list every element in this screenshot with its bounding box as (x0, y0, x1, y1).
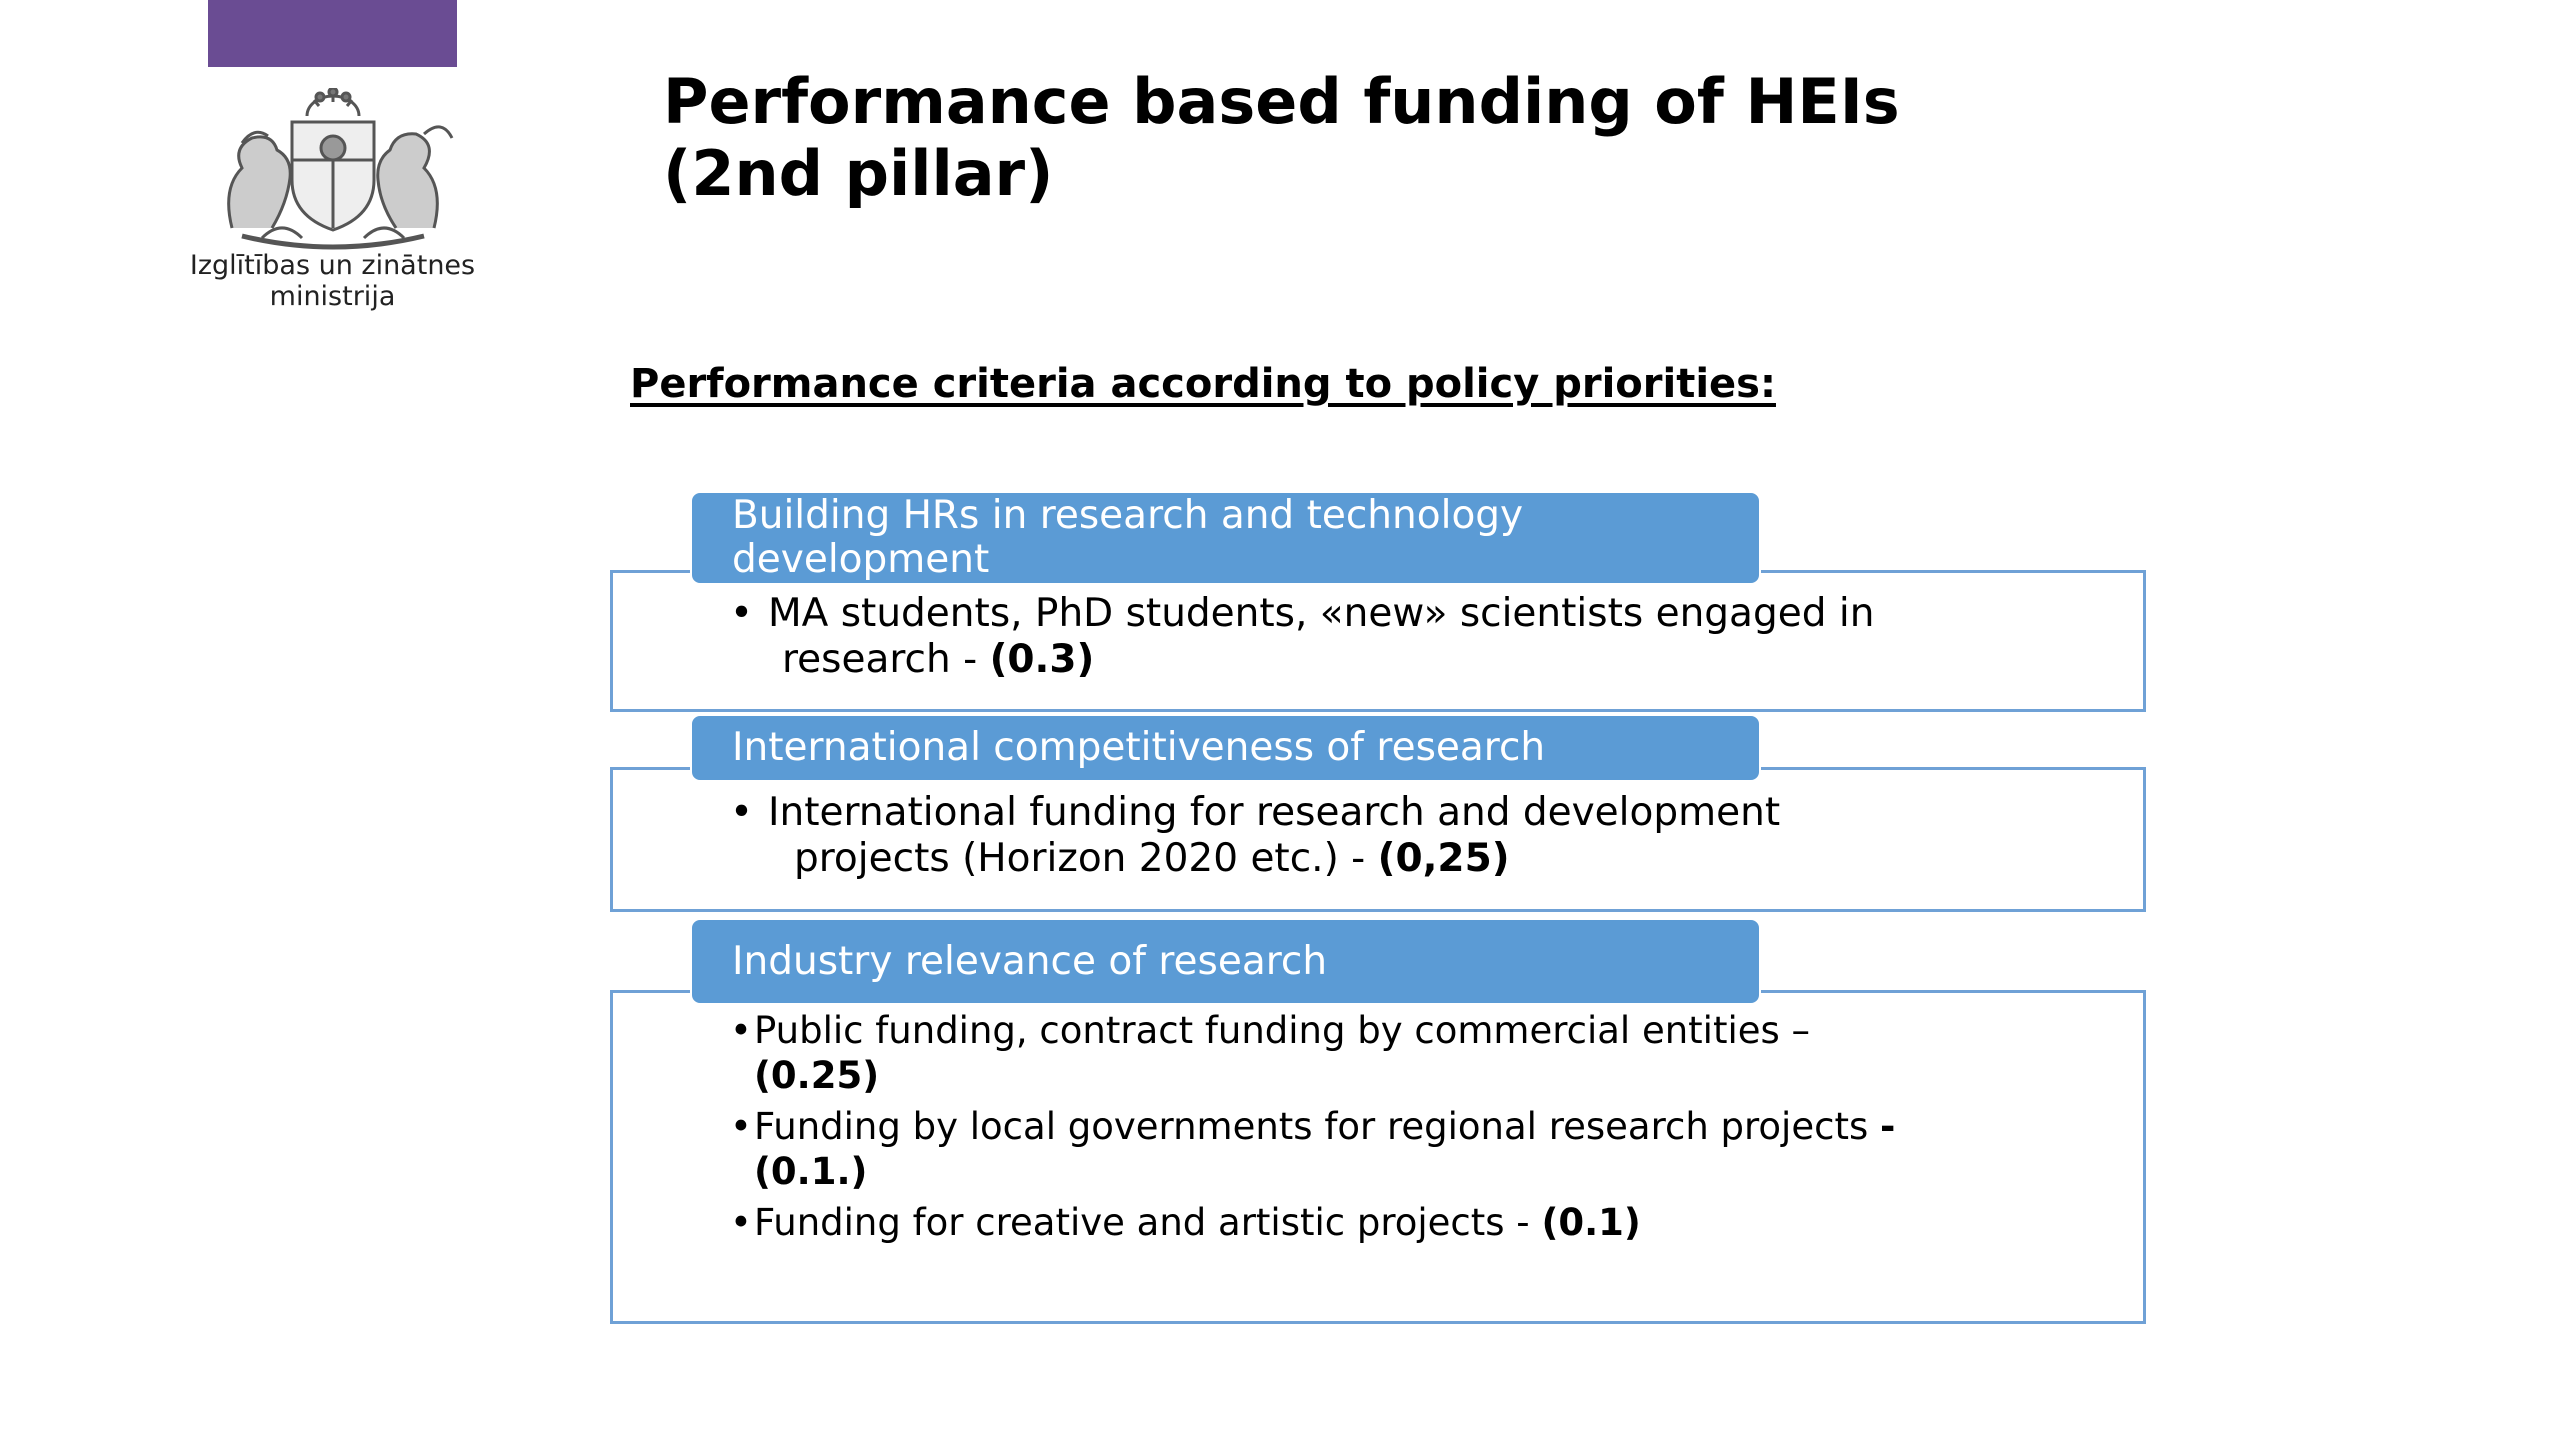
bullet: • (730, 790, 754, 835)
criterion-body-hr: • MA students, PhD students, «new» scien… (730, 591, 2110, 683)
ministry-name: Izglītības un zinātnes ministrija (160, 250, 505, 312)
criterion-item: • Funding by local governments for regio… (730, 1104, 2110, 1194)
weight-value: (0.3) (989, 637, 1095, 682)
criterion-item-line1: Funding by local governments for regiona… (754, 1105, 1880, 1148)
criterion-header-industry: Industry relevance of research (690, 918, 1761, 1005)
criterion-header-hr: Building HRs in research and technology … (690, 491, 1761, 585)
criterion-item-line2: projects (Horizon 2020 etc.) - (794, 836, 1378, 881)
criterion-item: • MA students, PhD students, «new» scien… (730, 591, 2110, 683)
brand-color-bar (208, 0, 457, 67)
slide-title-line1: Performance based funding of HEIs (663, 65, 1900, 138)
ministry-name-line2: ministrija (269, 281, 396, 312)
bullet: • (730, 1201, 752, 1244)
criterion-body-international: • International funding for research and… (730, 790, 2110, 882)
section-subtitle: Performance criteria according to policy… (630, 361, 1776, 407)
weight-value: (0.25) (754, 1054, 880, 1097)
weight-value: (0,25) (1377, 836, 1510, 881)
criterion-item-line1: International funding for research and d… (768, 790, 1781, 835)
criterion-body-industry: • Public funding, contract funding by co… (730, 1008, 2110, 1245)
criterion-item-line1: Funding for creative and artistic projec… (754, 1201, 1542, 1244)
criterion-header-hr-line1: Building HRs in research and technology (732, 493, 1524, 538)
criterion-item-line1: Public funding, contract funding by comm… (754, 1009, 1811, 1052)
criterion-item-line2: research - (782, 637, 990, 682)
criterion-item: • Funding for creative and artistic proj… (730, 1200, 2110, 1245)
criterion-header-international: International competitiveness of researc… (690, 714, 1761, 782)
slide-title-line2: (2nd pillar) (663, 137, 1054, 210)
dash-separator: - (1880, 1105, 1896, 1148)
bullet: • (730, 1009, 752, 1052)
criterion-header-international-label: International competitiveness of researc… (732, 725, 1546, 770)
bullet: • (730, 591, 754, 636)
criterion-header-industry-label: Industry relevance of research (732, 938, 1328, 984)
bullet: • (730, 1105, 752, 1148)
coat-of-arms-emblem (227, 88, 454, 250)
ministry-name-line1: Izglītības un zinātnes (189, 250, 476, 281)
criterion-item: • International funding for research and… (730, 790, 2110, 882)
criterion-item-line1: MA students, PhD students, «new» scienti… (768, 591, 1875, 636)
criterion-item: • Public funding, contract funding by co… (730, 1008, 2110, 1098)
criterion-box-hr (610, 570, 2146, 712)
slide-title: Performance based funding of HEIs (2nd p… (663, 66, 2163, 210)
weight-value: (0.1) (1541, 1201, 1641, 1244)
criterion-header-hr-line2: development (732, 537, 990, 582)
criterion-box-industry (610, 990, 2146, 1324)
weight-value: (0.1.) (754, 1150, 868, 1193)
